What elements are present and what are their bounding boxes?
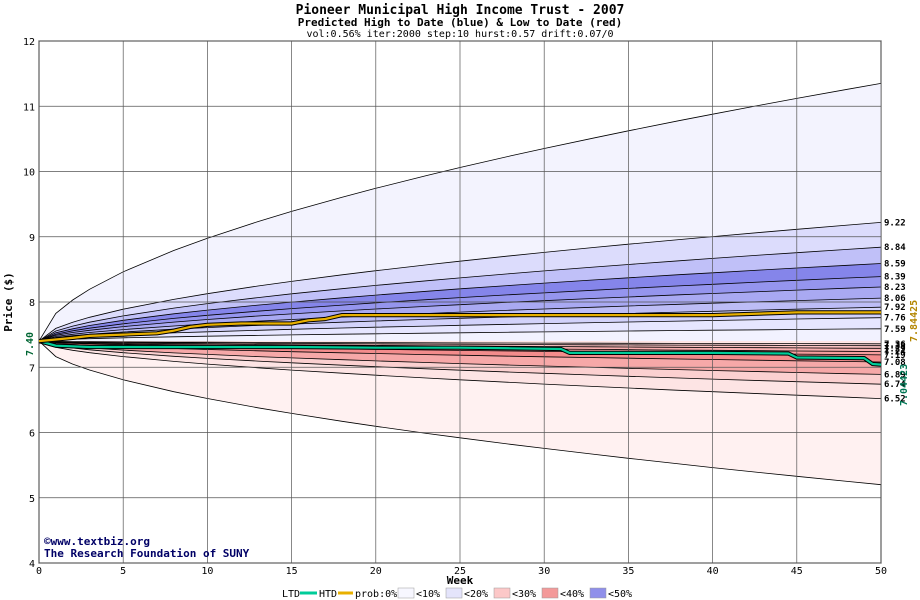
x-tick-label-10: 50 bbox=[875, 566, 887, 577]
band-end-labels: 9.22 8.84 8.59 8.398.238.067.927.767.59 6.52… bbox=[884, 218, 906, 404]
high-band-edge-8 bbox=[38, 222, 882, 342]
low-band-edge-8 bbox=[38, 340, 882, 399]
chart-params: vol:0.56% iter:2000 step:10 hurst:0.57 d… bbox=[306, 29, 613, 40]
low-band-label-6: 6.89 bbox=[884, 370, 906, 380]
x-tick-label-5: 25 bbox=[454, 566, 466, 577]
y-tick-label-2: 6 bbox=[29, 429, 35, 440]
low-band-label-4: 7.19 bbox=[884, 351, 906, 361]
x-tick-label-0: 0 bbox=[36, 566, 42, 577]
start-price-label: 7.40 bbox=[25, 332, 36, 356]
low-band-edge-6 bbox=[38, 340, 882, 375]
legend-item-label-4: <50% bbox=[608, 589, 632, 600]
htd-end-label: 7.84425 bbox=[909, 300, 920, 342]
high-band-edge-2 bbox=[38, 306, 882, 342]
x-tick-label-7: 35 bbox=[622, 566, 634, 577]
legend-item-label-3: <40% bbox=[560, 589, 584, 600]
ltd-end-label: 7.04423 bbox=[899, 364, 910, 406]
credit-foundation: The Research Foundation of SUNY bbox=[44, 547, 250, 560]
x-tick-label-9: 45 bbox=[791, 566, 803, 577]
y-tick-label-7: 11 bbox=[23, 102, 35, 113]
y-tick-label-5: 9 bbox=[29, 233, 35, 244]
y-tick-label-0: 4 bbox=[29, 559, 35, 570]
chart-subtitle: Predicted High to Date (blue) & Low to D… bbox=[298, 16, 623, 29]
x-tick-label-2: 10 bbox=[201, 566, 213, 577]
legend-swatch-3 bbox=[541, 587, 559, 599]
high-band-edge-7 bbox=[38, 246, 882, 342]
htd-line bbox=[38, 311, 881, 343]
grid-lines bbox=[38, 40, 882, 564]
x-tick-label-4: 20 bbox=[370, 566, 382, 577]
high-band-edge-0 bbox=[38, 328, 882, 342]
high-band-edge-9 bbox=[38, 83, 882, 342]
legend-ltd-label: LTD bbox=[282, 589, 300, 600]
credit-website: ©www.textbiz.org bbox=[44, 535, 150, 548]
x-tick-label-1: 5 bbox=[120, 566, 126, 577]
legend-swatch-1 bbox=[445, 587, 463, 599]
low-band-label-2: 7.29 bbox=[884, 344, 906, 354]
high-band-label-0: 7.59 bbox=[884, 325, 906, 335]
low-band-label-5: 7.08 bbox=[884, 358, 906, 368]
legend-htd-label: HTD bbox=[319, 589, 337, 600]
low-band-edge-9 bbox=[38, 340, 882, 486]
x-tick-label-6: 30 bbox=[538, 566, 550, 577]
legend: LTD HTD prob:0% <10% <20% <30% <40% <50% bbox=[282, 587, 632, 600]
ltd-line bbox=[38, 340, 882, 366]
legend-swatch-0 bbox=[397, 587, 415, 599]
high-band-label-6: 8.59 bbox=[884, 260, 906, 270]
legend-swatch-4 bbox=[589, 587, 607, 599]
legend-swatch-2 bbox=[493, 587, 511, 599]
legend-item-label-2: <30% bbox=[512, 589, 536, 600]
y-tick-label-6: 10 bbox=[23, 168, 35, 179]
high-band-label-5: 8.39 bbox=[884, 273, 906, 283]
y-tick-label-1: 5 bbox=[29, 494, 35, 505]
high-band-label-8: 9.22 bbox=[884, 218, 906, 228]
high-band-edge-5 bbox=[38, 276, 882, 342]
high-band-label-4: 8.23 bbox=[884, 283, 906, 293]
y-axis-label: Price ($) bbox=[2, 272, 15, 332]
high-band-edge-4 bbox=[38, 286, 882, 342]
low-band-edge-7 bbox=[38, 340, 882, 385]
high-band-label-2: 7.92 bbox=[884, 303, 906, 313]
series-lines bbox=[38, 310, 882, 367]
y-tick-label-8: 12 bbox=[23, 37, 35, 48]
low-band-edge-0 bbox=[38, 340, 882, 345]
y-tick-label-4: 8 bbox=[29, 298, 35, 309]
x-tick-label-3: 15 bbox=[286, 566, 298, 577]
low-band-label-7: 6.74 bbox=[884, 380, 906, 390]
y-tick-label-3: 7 bbox=[29, 363, 35, 374]
legend-item-label-0: <10% bbox=[416, 589, 440, 600]
chart-title: Pioneer Municipal High Income Trust - 20… bbox=[296, 3, 625, 18]
legend-item-label-1: <20% bbox=[464, 589, 488, 600]
x-tick-label-8: 40 bbox=[707, 566, 719, 577]
x-axis-label: Week bbox=[447, 574, 474, 587]
low-band-label-0: 7.36 bbox=[884, 340, 906, 350]
high-band-edge-6 bbox=[38, 263, 882, 342]
high-band-label-3: 8.06 bbox=[884, 294, 906, 304]
high-band-label-1: 7.76 bbox=[884, 314, 906, 324]
low-band-label-1: 7.33 bbox=[884, 342, 906, 352]
legend-prob-label: prob:0% bbox=[355, 589, 397, 600]
low-band-edge-1 bbox=[38, 340, 882, 347]
low-band-label-3: 7.24 bbox=[884, 348, 906, 358]
low-band-label-8: 6.52 bbox=[884, 395, 906, 405]
high-band-label-7: 8.84 bbox=[884, 243, 906, 253]
